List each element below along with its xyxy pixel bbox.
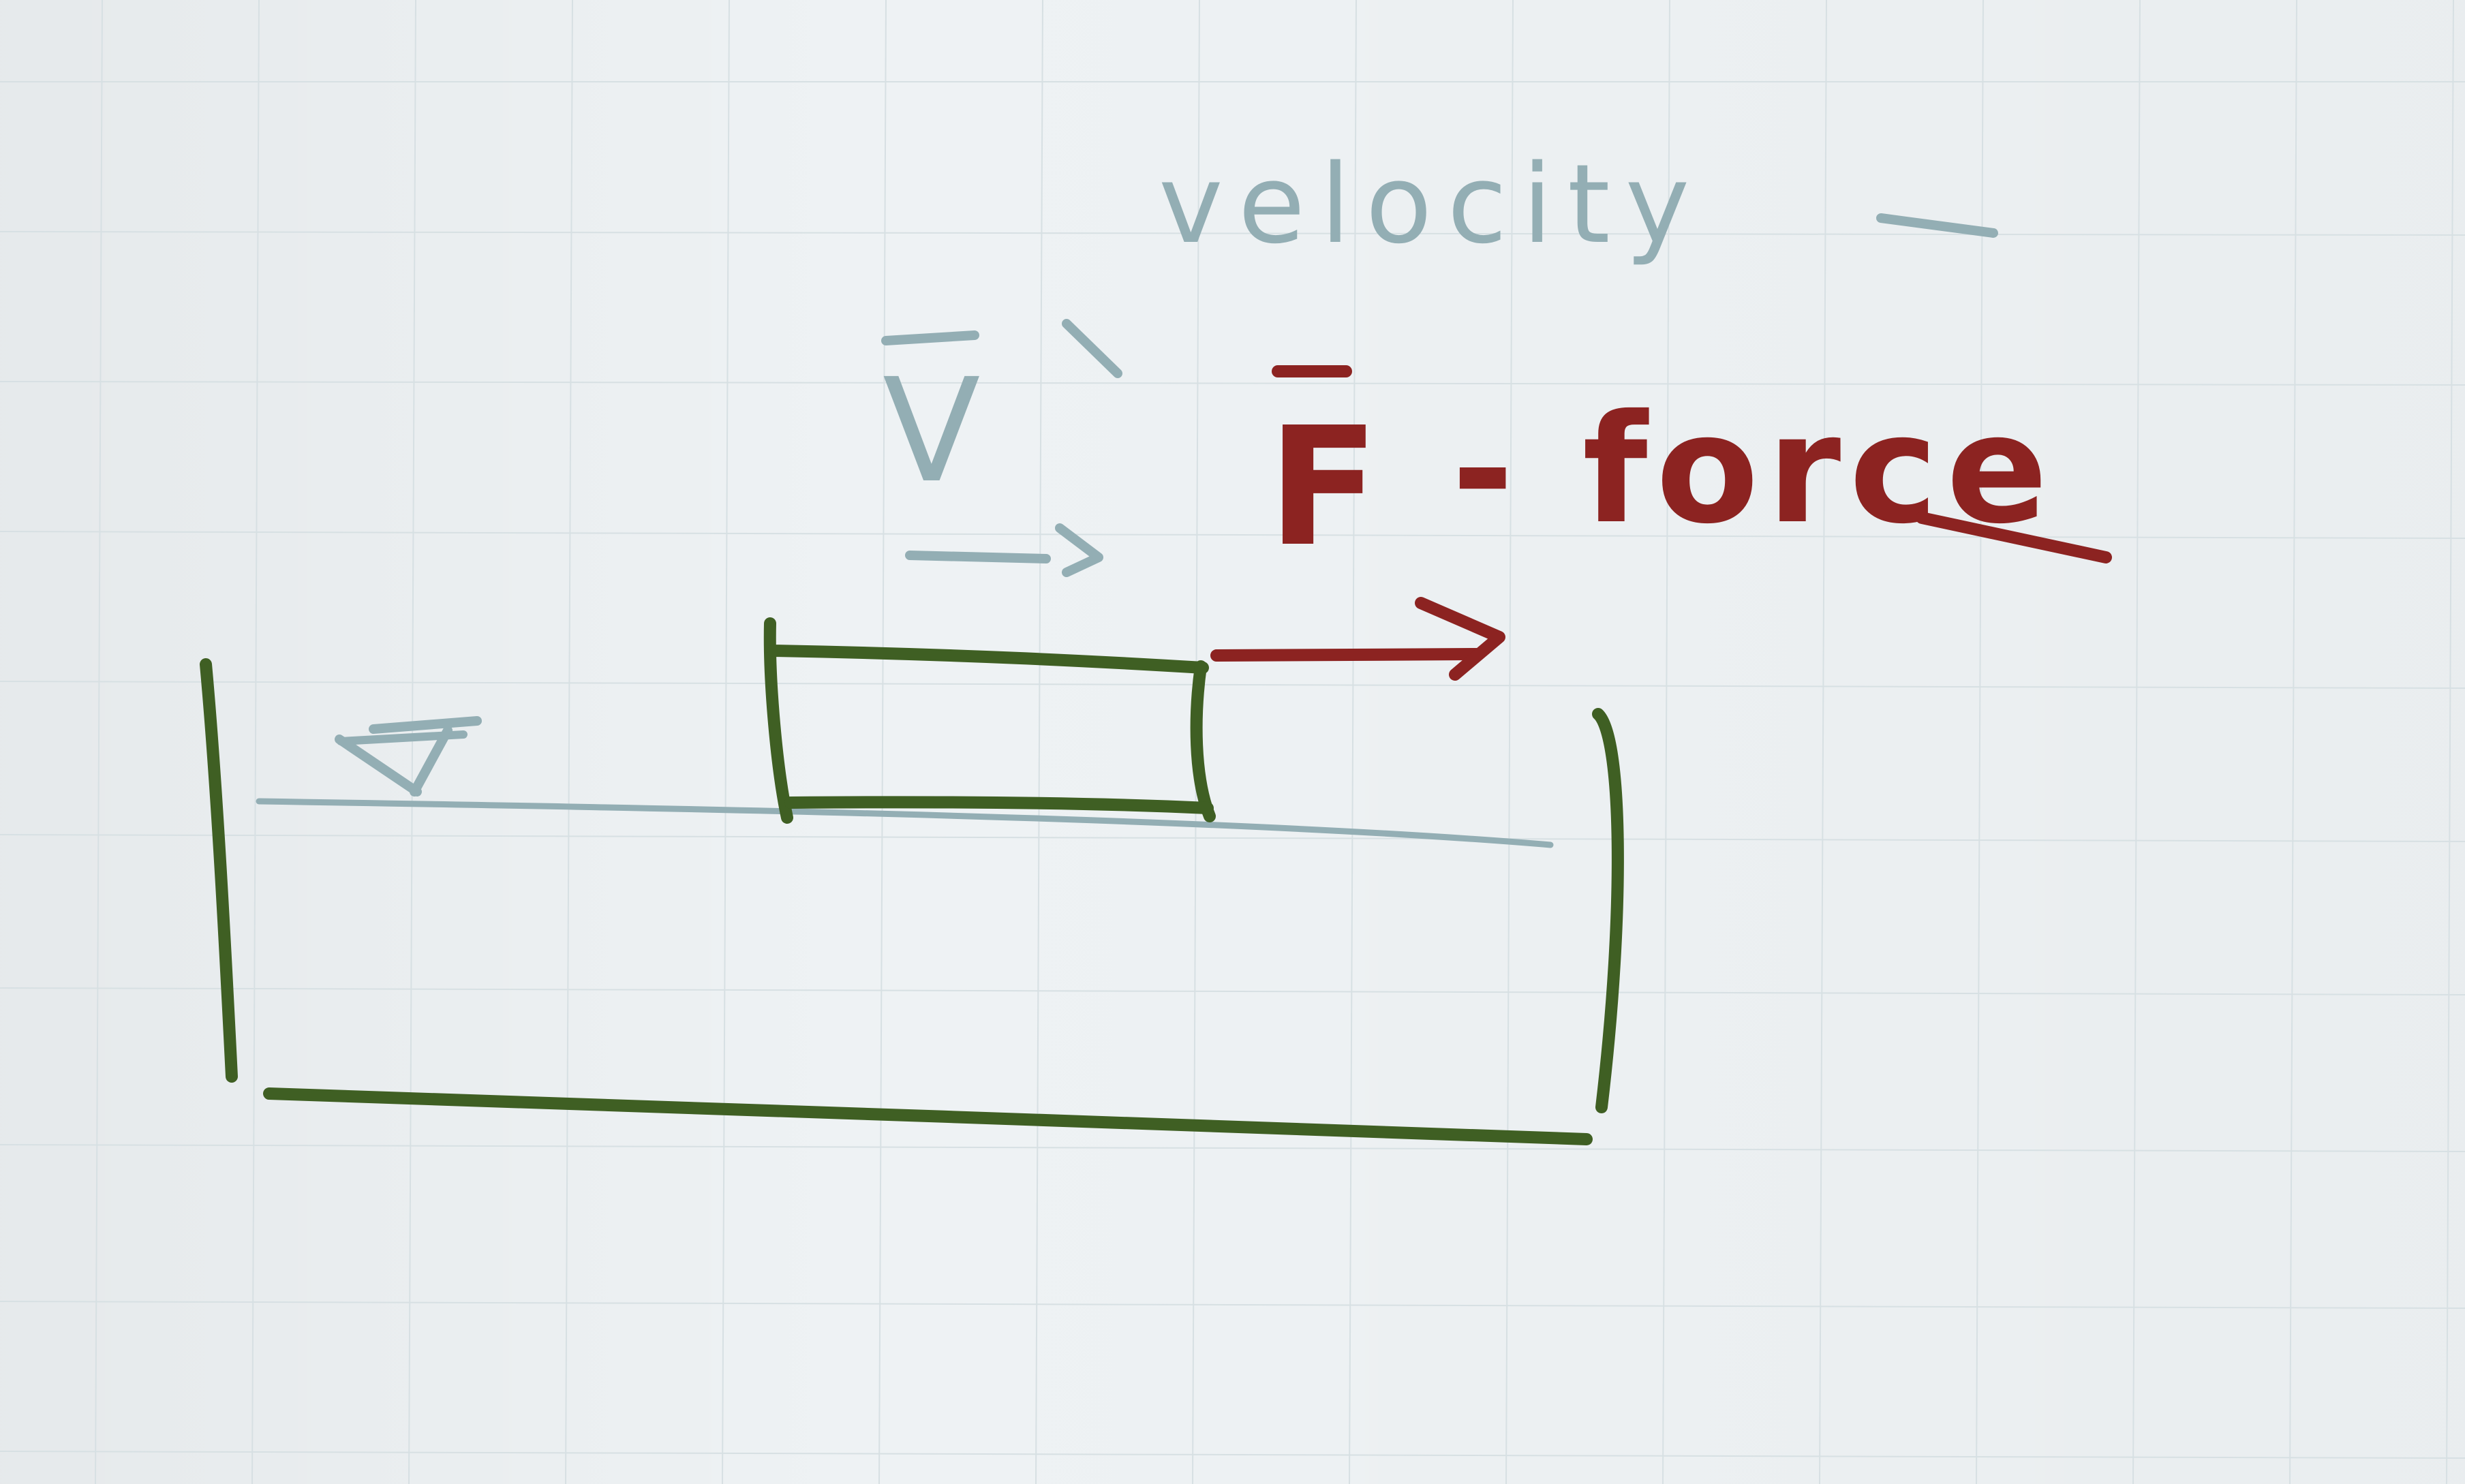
force-symbol: F [1268, 365, 1379, 583]
tank [200, 658, 1624, 1145]
force-label-tail [1916, 512, 2112, 563]
tank-left-wall [200, 658, 238, 1083]
tank-right-wall [1592, 708, 1624, 1113]
velocity-label-tail [1876, 213, 1998, 238]
force-arrow [1210, 597, 1505, 681]
free-surface-line [256, 798, 1554, 848]
arrow-right-icon [905, 523, 1103, 577]
velocity-symbol: V [881, 319, 1122, 514]
moving-plate [763, 617, 1216, 824]
tank-bottom [263, 1087, 1593, 1145]
force-symbol-text: F [1268, 392, 1379, 583]
velocity-label: velocity [1159, 140, 1704, 268]
inverted-triangle-icon [335, 716, 482, 797]
velocity-symbol-text: V [883, 347, 981, 514]
